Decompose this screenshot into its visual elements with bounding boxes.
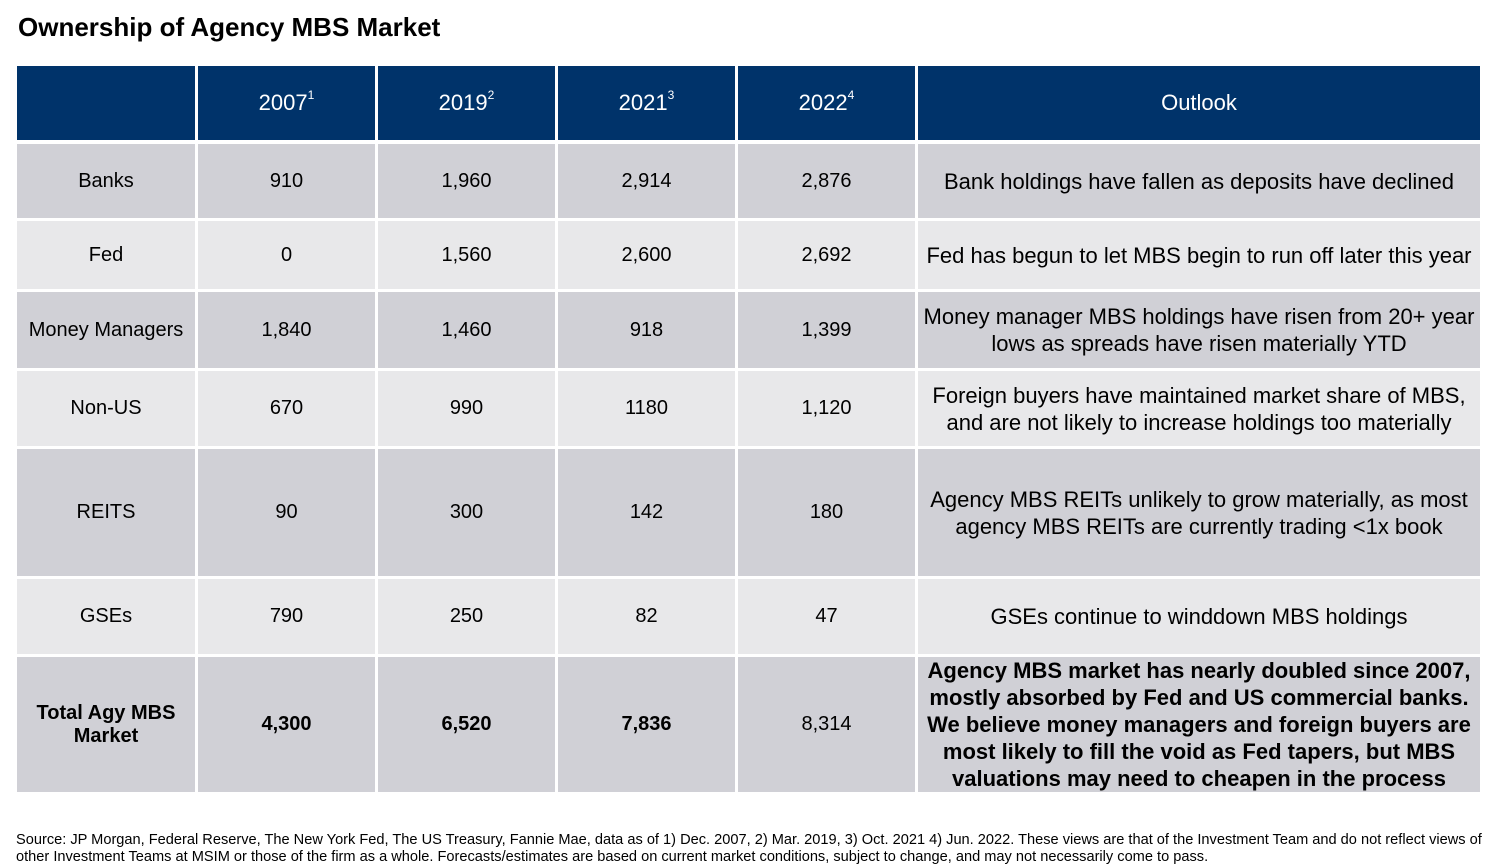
source-footnote: Source: JP Morgan, Federal Reserve, The … xyxy=(16,832,1482,865)
header-outlook: Outlook xyxy=(918,66,1480,144)
total-row: Total Agy MBS Market 4,300 6,520 7,836 8… xyxy=(17,657,1480,795)
cell-2007: 910 xyxy=(198,144,375,221)
cell-2019: 1,460 xyxy=(378,292,555,371)
cell-outlook: Agency MBS market has nearly doubled sin… xyxy=(918,657,1480,795)
cell-2022: 47 xyxy=(738,579,915,657)
cell-2021: 2,600 xyxy=(558,221,735,292)
cell-2021: 7,836 xyxy=(558,657,735,795)
row-label: Money Managers xyxy=(17,292,195,371)
header-blank xyxy=(17,66,195,144)
cell-2007: 0 xyxy=(198,221,375,292)
row-label: Non-US xyxy=(17,371,195,449)
header-2022: 20224 xyxy=(738,66,915,144)
cell-2019: 1,960 xyxy=(378,144,555,221)
cell-2022: 8,314 xyxy=(738,657,915,795)
cell-2019: 6,520 xyxy=(378,657,555,795)
cell-2021: 82 xyxy=(558,579,735,657)
table-row: REITS 90 300 142 180 Agency MBS REITs un… xyxy=(17,449,1480,579)
cell-2021: 142 xyxy=(558,449,735,579)
header-row: 20071 20192 20213 20224 Outlook xyxy=(17,66,1480,144)
cell-2021: 918 xyxy=(558,292,735,371)
cell-outlook: Agency MBS REITs unlikely to grow materi… xyxy=(918,449,1480,579)
cell-2007: 1,840 xyxy=(198,292,375,371)
cell-outlook: GSEs continue to winddown MBS holdings xyxy=(918,579,1480,657)
row-label: Fed xyxy=(17,221,195,292)
cell-2007: 790 xyxy=(198,579,375,657)
table-row: Banks 910 1,960 2,914 2,876 Bank holding… xyxy=(17,144,1480,221)
cell-2022: 2,876 xyxy=(738,144,915,221)
page-title: Ownership of Agency MBS Market xyxy=(18,12,441,42)
table-row: Money Managers 1,840 1,460 918 1,399 Mon… xyxy=(17,292,1480,371)
row-label: GSEs xyxy=(17,579,195,657)
header-2021: 20213 xyxy=(558,66,735,144)
cell-outlook: Fed has begun to let MBS begin to run of… xyxy=(918,221,1480,292)
total-label: Total Agy MBS Market xyxy=(17,657,195,795)
cell-2019: 300 xyxy=(378,449,555,579)
header-2007: 20071 xyxy=(198,66,375,144)
row-label: Banks xyxy=(17,144,195,221)
cell-2007: 670 xyxy=(198,371,375,449)
cell-2022: 180 xyxy=(738,449,915,579)
cell-2022: 2,692 xyxy=(738,221,915,292)
table-row: Non-US 670 990 1180 1,120 Foreign buyers… xyxy=(17,371,1480,449)
cell-2007: 90 xyxy=(198,449,375,579)
ownership-table: 20071 20192 20213 20224 Outlook Banks 91… xyxy=(14,66,1483,795)
cell-2019: 1,560 xyxy=(378,221,555,292)
cell-2019: 990 xyxy=(378,371,555,449)
row-label: REITS xyxy=(17,449,195,579)
cell-outlook: Bank holdings have fallen as deposits ha… xyxy=(918,144,1480,221)
header-2019: 20192 xyxy=(378,66,555,144)
cell-outlook: Foreign buyers have maintained market sh… xyxy=(918,371,1480,449)
cell-2022: 1,399 xyxy=(738,292,915,371)
cell-outlook: Money manager MBS holdings have risen fr… xyxy=(918,292,1480,371)
cell-2022: 1,120 xyxy=(738,371,915,449)
cell-2021: 2,914 xyxy=(558,144,735,221)
table-row: GSEs 790 250 82 47 GSEs continue to wind… xyxy=(17,579,1480,657)
cell-2021: 1180 xyxy=(558,371,735,449)
cell-2019: 250 xyxy=(378,579,555,657)
cell-2007: 4,300 xyxy=(198,657,375,795)
table-row: Fed 0 1,560 2,600 2,692 Fed has begun to… xyxy=(17,221,1480,292)
